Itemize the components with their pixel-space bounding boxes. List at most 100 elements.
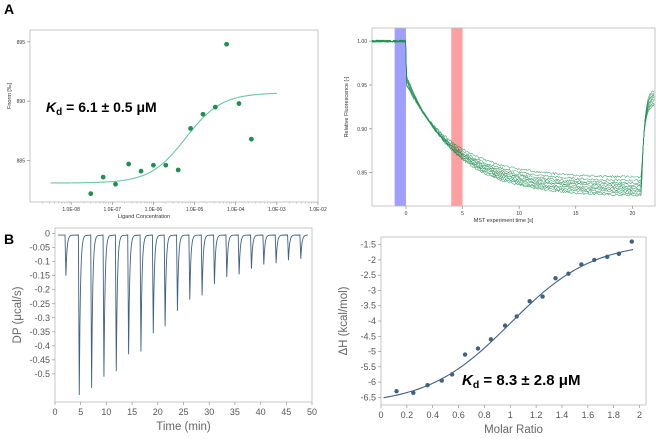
x-tick-label: 10 — [101, 407, 111, 417]
x-tick-label: 1.0E-02 — [309, 207, 327, 213]
y-tick-label: -6.5 — [360, 392, 376, 402]
data-point — [248, 136, 254, 142]
y-axis-label: DP (μcal/s) — [12, 286, 24, 343]
y-axis-label: ΔH (kcal/mol) — [338, 286, 350, 355]
y-tick-label: -0.1 — [34, 257, 50, 267]
y-tick-label: -0.2 — [34, 285, 50, 295]
data-point — [200, 111, 206, 117]
y-tick-label: 885 — [17, 158, 26, 164]
kd-annotation: Kd = 8.3 ± 2.8 μM — [462, 372, 580, 391]
x-tick-label: 15 — [127, 407, 137, 417]
data-point — [514, 314, 519, 319]
data-point — [449, 372, 455, 377]
x-tick-label: 0 — [52, 407, 57, 417]
cold-region — [394, 28, 406, 206]
fluorescence-trace — [371, 39, 655, 194]
y-tick-label: -5.5 — [360, 362, 376, 372]
x-tick-label: 1.8 — [607, 410, 620, 420]
x-tick-label: 1 — [508, 410, 513, 420]
y-tick-label: 890 — [17, 99, 26, 105]
x-tick-label: 0 — [378, 410, 383, 420]
data-point — [439, 378, 444, 383]
y-tick-label: -5 — [368, 347, 376, 357]
data-point — [163, 162, 169, 168]
y-tick-label: -0.15 — [29, 271, 50, 281]
itc-thermogram-chart: 0 5 10 15 20 25 30 35 40 45 50 0 -0.05 -0.1 -0.15 -0.2 -… — [12, 227, 317, 433]
x-tick-label: 0.6 — [452, 410, 465, 420]
plot-frame — [371, 27, 656, 207]
data-point — [175, 167, 181, 173]
data-point — [224, 41, 229, 47]
y-tick-label: -0.4 — [34, 341, 50, 351]
x-tick-label: 1.0E-07 — [104, 207, 122, 213]
data-point — [616, 251, 622, 256]
data-point — [236, 101, 242, 106]
data-point — [100, 174, 106, 180]
y-tick-label: 0.90 — [357, 127, 367, 133]
fluorescence-trace — [371, 39, 655, 185]
data-point — [579, 262, 584, 267]
y-tick-label: -0.3 — [34, 313, 50, 323]
x-tick-label: 35 — [230, 407, 240, 417]
x-tick-label: 40 — [256, 407, 266, 417]
y-tick-label: -0.35 — [29, 327, 50, 337]
y-tick-label: -0.25 — [29, 299, 50, 309]
x-axis-label: Time (min) — [156, 421, 211, 433]
x-tick-label: 0.4 — [426, 410, 439, 420]
fit-curve — [383, 249, 634, 399]
x-axis-label: MST experiment time [s] — [474, 218, 534, 224]
x-tick-label: 50 — [307, 407, 317, 417]
data-point — [462, 352, 468, 357]
plot-frame — [29, 29, 319, 203]
y-tick-label: -1.5 — [360, 240, 376, 250]
y-axis-label: Fnorm [‰] — [7, 83, 13, 109]
data-point — [488, 337, 494, 342]
panel-letter-a: A — [4, 1, 14, 17]
y-tick-label: -0.05 — [29, 243, 50, 253]
x-tick-label: 5 — [78, 407, 83, 417]
x-tick-label: 1.0E-06 — [145, 207, 163, 213]
mst-traces-chart: 0 5 10 15 20 0.85 0.90 0.95 1.00 MST experiment t… — [344, 27, 656, 224]
x-tick-label: 1.6 — [582, 410, 595, 420]
data-point — [88, 191, 94, 197]
x-tick-label: 1.0E-03 — [268, 207, 286, 213]
x-tick-label: 45 — [281, 407, 291, 417]
y-tick-label: -4.5 — [360, 331, 376, 341]
kd-annotation: Kd = 6.1 ± 0.5 μM — [46, 99, 157, 118]
data-point — [126, 161, 132, 167]
data-point — [113, 181, 118, 187]
data-point — [188, 126, 193, 131]
data-point — [527, 298, 532, 304]
y-tick-label: 895 — [17, 40, 26, 46]
x-tick-label: 30 — [204, 407, 214, 417]
data-point — [212, 104, 218, 110]
y-tick-label: 0.95 — [357, 83, 367, 89]
itc-binding-isotherm-chart: 0 0.2 0.4 0.6 0.8 1 1.2 1.4 1.6 1.8 2 -1.5 -2 -2.5 -3 -… — [338, 236, 647, 436]
y-tick-label: -4 — [368, 316, 376, 326]
data-point — [566, 271, 571, 276]
data-point — [138, 168, 144, 174]
x-tick-label: 0.2 — [401, 410, 414, 420]
fluorescence-trace — [371, 39, 655, 179]
fit-curve — [50, 92, 277, 184]
y-tick-label: -3 — [368, 285, 376, 295]
data-point — [411, 390, 416, 395]
hot-region — [451, 28, 463, 206]
x-tick-label: 1.0E-05 — [186, 207, 204, 213]
y-tick-label: -3.5 — [360, 301, 376, 311]
data-point — [151, 162, 156, 168]
data-point — [540, 294, 545, 299]
fluorescence-trace — [371, 39, 655, 186]
x-tick-label: 2 — [637, 410, 642, 420]
x-tick-label: 1.2 — [530, 410, 543, 420]
x-tick-label: 20 — [153, 407, 163, 417]
mst-dose-response-chart: 1.0E-08 1.0E-07 1.0E-06 1.0E-05 1.0E-04 1.0E-… — [7, 29, 327, 220]
y-tick-label: -6 — [368, 377, 376, 387]
y-tick-label: 1.00 — [357, 39, 367, 45]
data-point — [394, 389, 399, 394]
y-tick-label: -2 — [368, 255, 376, 265]
fluorescence-trace — [371, 39, 655, 189]
x-tick-label: 0 — [405, 211, 408, 217]
y-tick-label: -2.5 — [360, 270, 376, 280]
